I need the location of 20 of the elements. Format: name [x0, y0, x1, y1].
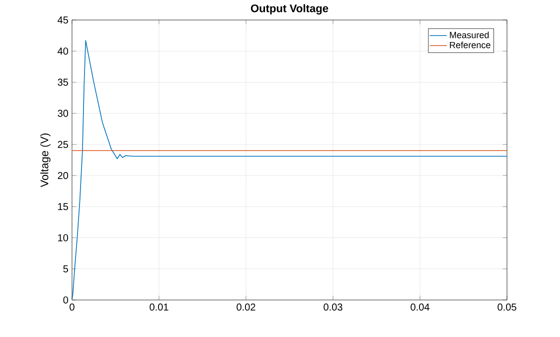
y-tick-label: 5: [63, 265, 68, 272]
x-tick-label: 0.03: [324, 304, 342, 311]
x-tick-label: 0.02: [236, 304, 256, 311]
y-tick-label: 15: [58, 203, 68, 210]
legend-label: Measured: [450, 32, 489, 38]
x-tick-label: 0.04: [410, 304, 430, 311]
y-tick-label: 35: [58, 78, 68, 86]
chart-title: Output Voltage: [250, 4, 328, 14]
y-tick-label: 20: [58, 172, 68, 180]
x-tick-label: 0: [70, 304, 74, 311]
y-axis-title: Voltage (V): [40, 133, 50, 188]
y-tick-label: 30: [58, 110, 68, 117]
y-tick-label: 0: [63, 296, 68, 304]
y-tick-label: 10: [58, 234, 68, 242]
legend-label: Reference: [450, 42, 490, 48]
y-tick-label: 25: [58, 140, 68, 148]
x-tick-label: 0.01: [150, 304, 168, 311]
x-tick-label: 0.05: [498, 304, 516, 311]
y-tick-label: 40: [58, 48, 68, 55]
y-tick-label: 45: [58, 16, 68, 24]
